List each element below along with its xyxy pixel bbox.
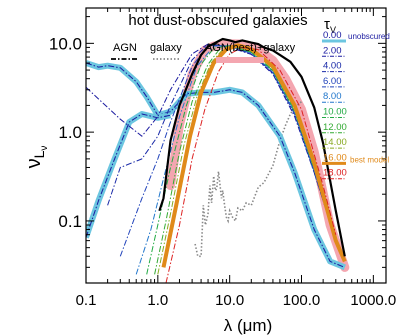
observed-sed-curve: [158, 37, 346, 257]
tau-legend-header: τV: [324, 16, 336, 35]
tau-legend-item: 10.00: [323, 107, 347, 118]
y-tick-label: 0.1: [58, 212, 82, 231]
tau-legend-item: 0.00: [323, 30, 342, 41]
y-tick-label: 10.0: [49, 34, 82, 53]
x-tick-label: 10.0: [215, 292, 244, 309]
tau-legend-item: 16.00: [323, 152, 347, 163]
tau-legend-item: 2.00: [323, 45, 342, 56]
tau-legend-item: 8.00: [323, 91, 342, 102]
chart-title: hot dust-obscured galaxies: [128, 12, 307, 29]
tau-legend-unobscured-label: unobscured: [348, 32, 390, 41]
x-tick-label: 1000.0: [350, 292, 396, 309]
tau-legend-item: 12.00: [323, 122, 347, 133]
agn-series-tau-4-00: [107, 44, 337, 241]
y-tick-label: 1.0: [58, 123, 82, 142]
ticks-layer: 0.1 1.0 10.0 100.0 1000.0 0.1 1.0 10.0: [49, 8, 396, 309]
agn-series-tau-18-00: [165, 46, 337, 283]
style-legend-label: galaxy: [150, 42, 182, 54]
x-tick-label: 100.0: [283, 292, 321, 309]
agn-series-tau-10-00: [146, 45, 337, 275]
agn-series-tau-6-00: [119, 44, 337, 257]
y-axis-label: νLν: [23, 146, 50, 169]
unobscured-highlight: [86, 60, 346, 271]
style-legend-label: AGN(best)+galaxy: [205, 42, 296, 54]
tau-legend-best-label: best model: [350, 155, 389, 164]
agn-series-tau-0-00: [86, 62, 345, 268]
x-axis-label: λ (μm): [224, 316, 273, 335]
agn-series-tau-8-00: [135, 45, 337, 275]
curves-layer: [86, 37, 350, 283]
tau-legend-item: 14.00: [323, 137, 347, 148]
tau-legend-item: 4.00: [323, 61, 342, 72]
style-legend-label: AGN: [113, 42, 137, 54]
x-tick-label: 1.0: [147, 292, 168, 309]
x-tick-label: 0.1: [76, 292, 97, 309]
agn-series-tau-16-00: [161, 43, 347, 268]
agn-series-tau-0-00: [86, 113, 171, 238]
tau-legend-item: 18.00: [323, 168, 347, 179]
unobscured-highlight: [86, 111, 172, 239]
agn-series-tau-12-00: [154, 45, 337, 275]
tau-legend-item: 6.00: [323, 76, 342, 87]
legend-layer: AGN galaxy AGN(best)+galaxy τV0.00 unobscure…: [111, 16, 390, 180]
galaxy-template-curve: [194, 101, 303, 258]
